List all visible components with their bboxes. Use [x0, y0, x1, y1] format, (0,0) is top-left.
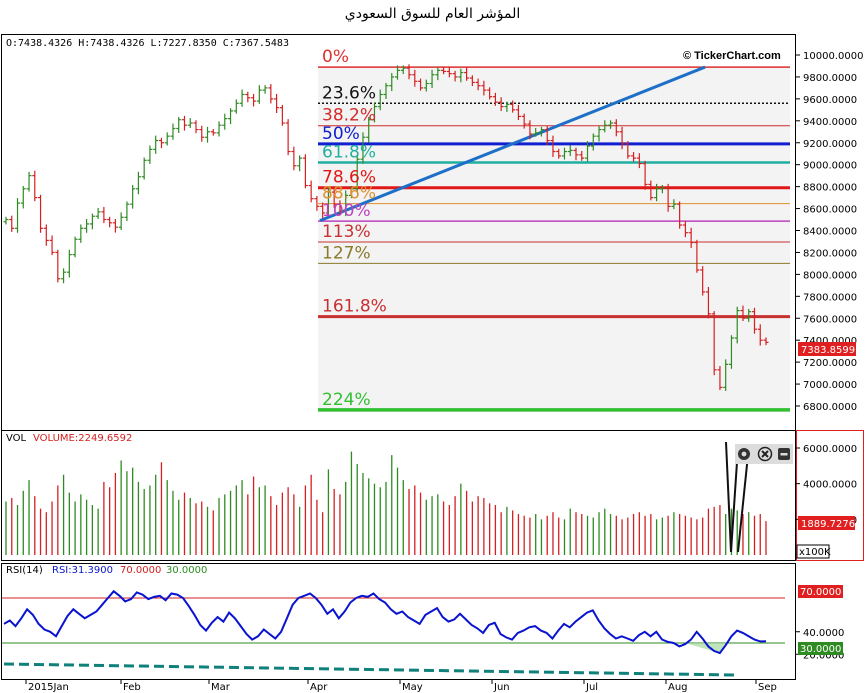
volume-panel-frame — [1, 430, 796, 561]
fib-label: 0% — [322, 47, 349, 67]
rsi-tag-low: 30.0000 — [800, 644, 841, 655]
rsi-axis-label: 40.0000 — [803, 628, 844, 639]
chart-title: المؤشر العام للسوق السعودي — [344, 6, 521, 22]
price-tag: 7383.8599 — [801, 345, 855, 356]
settings-icon-hole — [741, 451, 747, 457]
panel-controls — [735, 444, 793, 464]
price-axis-label: 7200.0000 — [803, 358, 857, 369]
rsi-panel-frame — [1, 563, 796, 680]
minimize-icon-bar — [780, 453, 788, 456]
ohlc-readout: O:7438.4326 H:7438.4326 L:7227.8350 C:73… — [6, 38, 289, 49]
price-axis-label: 8600.0000 — [803, 205, 857, 216]
price-axis-label: 9000.0000 — [803, 161, 857, 172]
volume-axis-label: 4000.0000 — [803, 480, 857, 491]
close-icon[interactable] — [757, 446, 773, 462]
settings-icon[interactable] — [738, 448, 750, 460]
price-axis-label: 6800.0000 — [803, 402, 857, 413]
fib-label: 50% — [322, 124, 360, 144]
rsi-level-low: 30.0000 — [166, 565, 207, 576]
rsi-label: RSI(14) — [6, 565, 43, 576]
minimize-icon[interactable] — [778, 448, 790, 460]
price-axis-label: 7600.0000 — [803, 314, 857, 325]
rsi-trend-line — [3, 662, 736, 677]
fib-label: 23.6% — [322, 83, 376, 103]
month-label: Jun — [493, 682, 510, 693]
rsi-level-high: 70.0000 — [120, 565, 161, 576]
vol-unit: x100K — [799, 547, 831, 558]
fib-label: 161.8% — [322, 297, 387, 317]
price-axis-label: 9400.0000 — [803, 117, 857, 128]
rsi-tag-high: 70.0000 — [800, 587, 841, 598]
volume-value: VOLUME:2249.6592 — [33, 433, 132, 444]
price-axis-label: 8200.0000 — [803, 248, 857, 259]
price-axis-label: 8800.0000 — [803, 183, 857, 194]
fib-label: 88.6% — [322, 184, 376, 204]
fib-label: 38.2% — [322, 106, 376, 126]
fib-label: 224% — [322, 390, 371, 410]
fib-label: 127% — [322, 243, 371, 263]
volume-axis-label: 6000.0000 — [803, 444, 857, 455]
rsi-value: RSI:31.3900 — [52, 565, 113, 576]
price-axis-label: 7800.0000 — [803, 292, 857, 303]
vol-tag: 1889.7276 — [801, 519, 855, 530]
uptrend-line — [319, 65, 706, 223]
fib-label: 113% — [322, 222, 371, 242]
price-axis-label: 9600.0000 — [803, 95, 857, 106]
price-axis-label: 9800.0000 — [803, 73, 857, 84]
month-label: 2015Jan — [28, 682, 69, 693]
close-icon-cross — [761, 450, 769, 458]
month-label: Mar — [211, 682, 231, 693]
volume-spike-line — [737, 454, 749, 553]
price-axis-label: 9200.0000 — [803, 139, 857, 150]
price-axis-label: 7000.0000 — [803, 380, 857, 391]
fib-shading — [318, 66, 790, 412]
month-label: Feb — [123, 682, 141, 693]
month-label: Apr — [310, 682, 328, 693]
fib-label: 100% — [322, 201, 371, 221]
price-axis-label: 8000.0000 — [803, 270, 857, 281]
volume-axis-frame — [796, 430, 864, 561]
volume-spike-line — [725, 441, 738, 553]
vol-unit-box — [796, 544, 830, 559]
rsi-tag-low-box — [798, 642, 843, 655]
watermark: © TickerChart.com — [683, 50, 781, 62]
price-axis-label: 8400.0000 — [803, 227, 857, 238]
price-axis-label: 7400.0000 — [803, 336, 857, 347]
close-icon-ring — [757, 446, 773, 462]
rsi-line — [3, 589, 767, 655]
volume-label: VOL — [6, 433, 27, 444]
price-axis-label: 10000.0000 — [803, 51, 863, 62]
rsi-axis-label: 20.0000 — [803, 650, 844, 661]
fib-label: 78.6% — [322, 168, 376, 188]
month-label: Sep — [758, 682, 777, 693]
month-label: Aug — [668, 682, 688, 693]
price-tag-box — [798, 342, 856, 356]
month-label: Jul — [585, 682, 598, 693]
month-label: May — [402, 682, 423, 693]
fib-label: 61.8% — [322, 142, 376, 162]
vol-tag-box — [798, 516, 855, 530]
rsi-tag-high-box — [798, 585, 843, 598]
